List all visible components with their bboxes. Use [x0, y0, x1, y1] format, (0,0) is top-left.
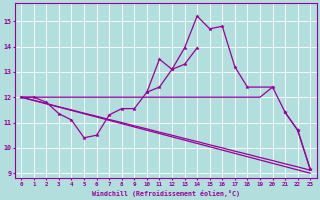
X-axis label: Windchill (Refroidissement éolien,°C): Windchill (Refroidissement éolien,°C) [92, 190, 240, 197]
